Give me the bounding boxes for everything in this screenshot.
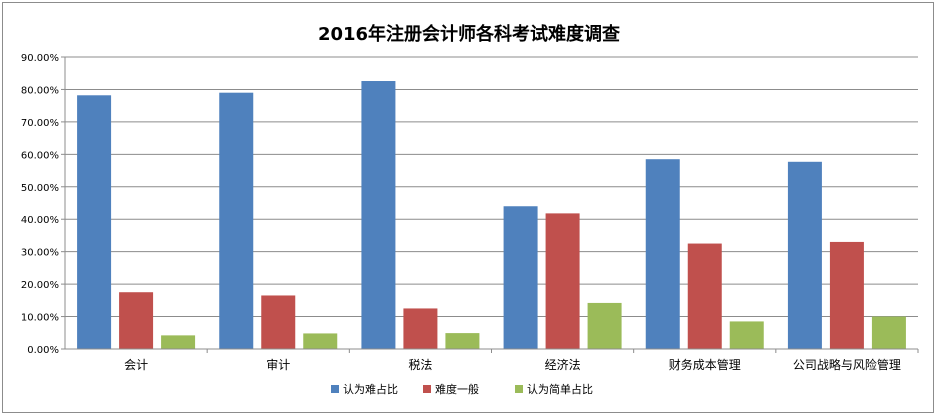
y-tick-label: 20.00% [21,280,59,291]
bar [261,295,296,349]
bars [77,81,906,350]
bar-chart: 2016年注册会计师各科考试难度调查 0.00% 10.00% 20.00% 30.0… [21,23,919,396]
chart-frame: 2016年注册会计师各科考试难度调查 0.00% 10.00% 20.00% 30.0… [2,2,934,413]
bar [545,213,580,349]
x-category-label: 公司战略与风险管理 [793,357,901,372]
y-tick-label: 40.00% [21,215,59,226]
x-category-label: 税法 [408,358,432,372]
y-tick-label: 10.00% [21,313,59,324]
y-tick-label: 0.00% [27,345,59,356]
x-category-label: 财务成本管理 [669,357,741,372]
bar [303,333,338,349]
y-tick-label: 80.00% [21,85,59,96]
legend: 认为难占比 难度一般 认为简单占比 [331,382,593,396]
grid-lines [65,56,918,318]
legend-label: 认为难占比 [343,382,398,396]
chart-title: 2016年注册会计师各科考试难度调查 [318,23,620,45]
legend-label: 难度一般 [435,382,479,396]
bar [219,92,254,349]
y-tick-label: 90.00% [21,53,59,64]
bar [119,292,154,349]
bar [729,321,764,349]
bar [361,81,396,350]
legend-label: 认为简单占比 [527,382,593,396]
legend-swatch [423,385,431,393]
y-tick-label: 50.00% [21,183,59,194]
bar [403,308,438,349]
bar [645,159,680,349]
bar [161,335,196,349]
legend-swatch [515,385,523,393]
y-tick-label: 60.00% [21,150,59,161]
bar [687,243,722,349]
x-axis-categories: 会计 审计 税法 经济法 财务成本管理 公司战略与风险管理 [124,357,901,372]
x-category-label: 审计 [266,357,290,372]
y-tick-label: 30.00% [21,248,59,259]
x-category-label: 经济法 [545,357,581,372]
bar [587,302,622,349]
bar [503,206,538,349]
bar [829,241,864,349]
bar [871,316,906,349]
legend-swatch [331,385,339,393]
bar [77,95,112,349]
y-axis-ticks: 0.00% 10.00% 20.00% 30.00% 40.00% 50.00% 60.00… [21,53,65,356]
y-tick-label: 70.00% [21,118,59,129]
x-category-label: 会计 [124,358,148,372]
bar [787,161,822,349]
axes [64,57,919,353]
bar [445,333,480,349]
